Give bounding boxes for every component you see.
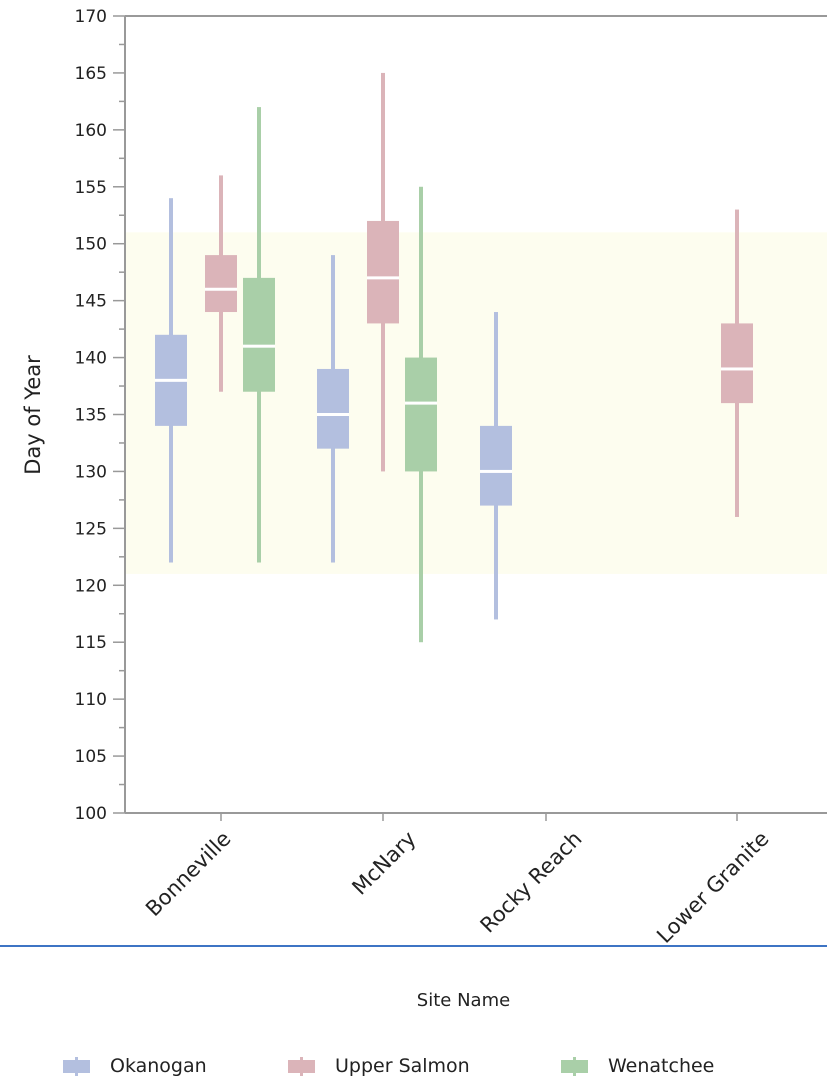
median-line (367, 276, 399, 280)
y-tick-label: 170 (75, 7, 107, 27)
y-tick-label: 125 (75, 519, 107, 539)
box-wenatchee-mcnary[interactable] (405, 186, 437, 643)
reference-band (126, 232, 827, 574)
box-iqr (405, 357, 437, 472)
box-okanogan-bonneville[interactable] (155, 198, 187, 563)
legend: Okanogan Upper Salmon Wenatchee (0, 1055, 827, 1083)
y-tick-label: 140 (75, 349, 107, 369)
legend-item-okanogan[interactable]: Okanogan (63, 1055, 207, 1077)
median-line (155, 378, 187, 382)
legend-item-upper-salmon[interactable]: Upper Salmon (288, 1055, 470, 1077)
y-tick-label: 115 (75, 633, 107, 653)
x-tick-label: Rocky Reach (476, 827, 587, 938)
median-line (480, 469, 512, 473)
legend-label: Upper Salmon (335, 1055, 470, 1077)
box-okanogan-rocky-reach[interactable] (480, 312, 512, 620)
box-iqr (367, 220, 399, 324)
box-iqr (317, 368, 349, 449)
legend-swatch-okanogan (63, 1057, 90, 1076)
x-axis: Bonneville McNary Rocky Reach Lower Granite (141, 813, 774, 945)
y-tick-label: 105 (75, 747, 107, 767)
x-tick-label: Bonneville (141, 827, 236, 922)
y-tick-label: 145 (75, 292, 107, 312)
legend-item-wenatchee[interactable]: Wenatchee (561, 1055, 714, 1077)
box-plot-chart: 100 105 110 115 120 125 130 135 140 145 150 155 160 1… (21, 7, 827, 945)
median-line (405, 401, 437, 405)
box-iqr (480, 425, 512, 506)
section-divider (0, 945, 827, 947)
box-iqr (243, 277, 275, 392)
x-tick-label: Lower Granite (652, 827, 773, 945)
box-okanogan-mcnary[interactable] (317, 255, 349, 563)
box-wenatchee-bonneville[interactable] (243, 107, 275, 563)
median-line (205, 287, 237, 291)
y-axis: 100 105 110 115 120 125 130 135 140 145 150 155 160 1… (75, 7, 827, 824)
box-iqr (205, 255, 237, 313)
box-upper-salmon-bonneville[interactable] (205, 175, 237, 392)
median-line (317, 413, 349, 416)
y-tick-label: 110 (75, 690, 107, 710)
y-tick-label: 160 (75, 121, 107, 141)
legend-label: Wenatchee (608, 1055, 715, 1077)
median-line (721, 367, 753, 371)
x-axis-title: Site Name (416, 990, 511, 1011)
median-line (243, 344, 275, 348)
box-upper-salmon-mcnary[interactable] (367, 72, 399, 472)
y-tick-label: 130 (75, 462, 107, 482)
box-iqr (721, 323, 753, 404)
legend-label: Okanogan (110, 1055, 207, 1077)
box-plot-series (155, 72, 753, 643)
y-tick-label: 100 (75, 804, 107, 824)
legend-swatch-wenatchee (561, 1057, 588, 1076)
y-tick-label: 135 (75, 406, 107, 426)
legend-swatch-upper-salmon (288, 1057, 315, 1076)
box-upper-salmon-lower-granite[interactable] (721, 209, 753, 517)
y-tick-label: 165 (75, 64, 107, 84)
y-tick-label: 120 (75, 576, 107, 596)
x-tick-label: McNary (347, 827, 420, 900)
y-tick-label: 155 (75, 178, 107, 198)
y-axis-title: Day of Year (21, 355, 45, 475)
y-tick-label: 150 (75, 235, 107, 255)
